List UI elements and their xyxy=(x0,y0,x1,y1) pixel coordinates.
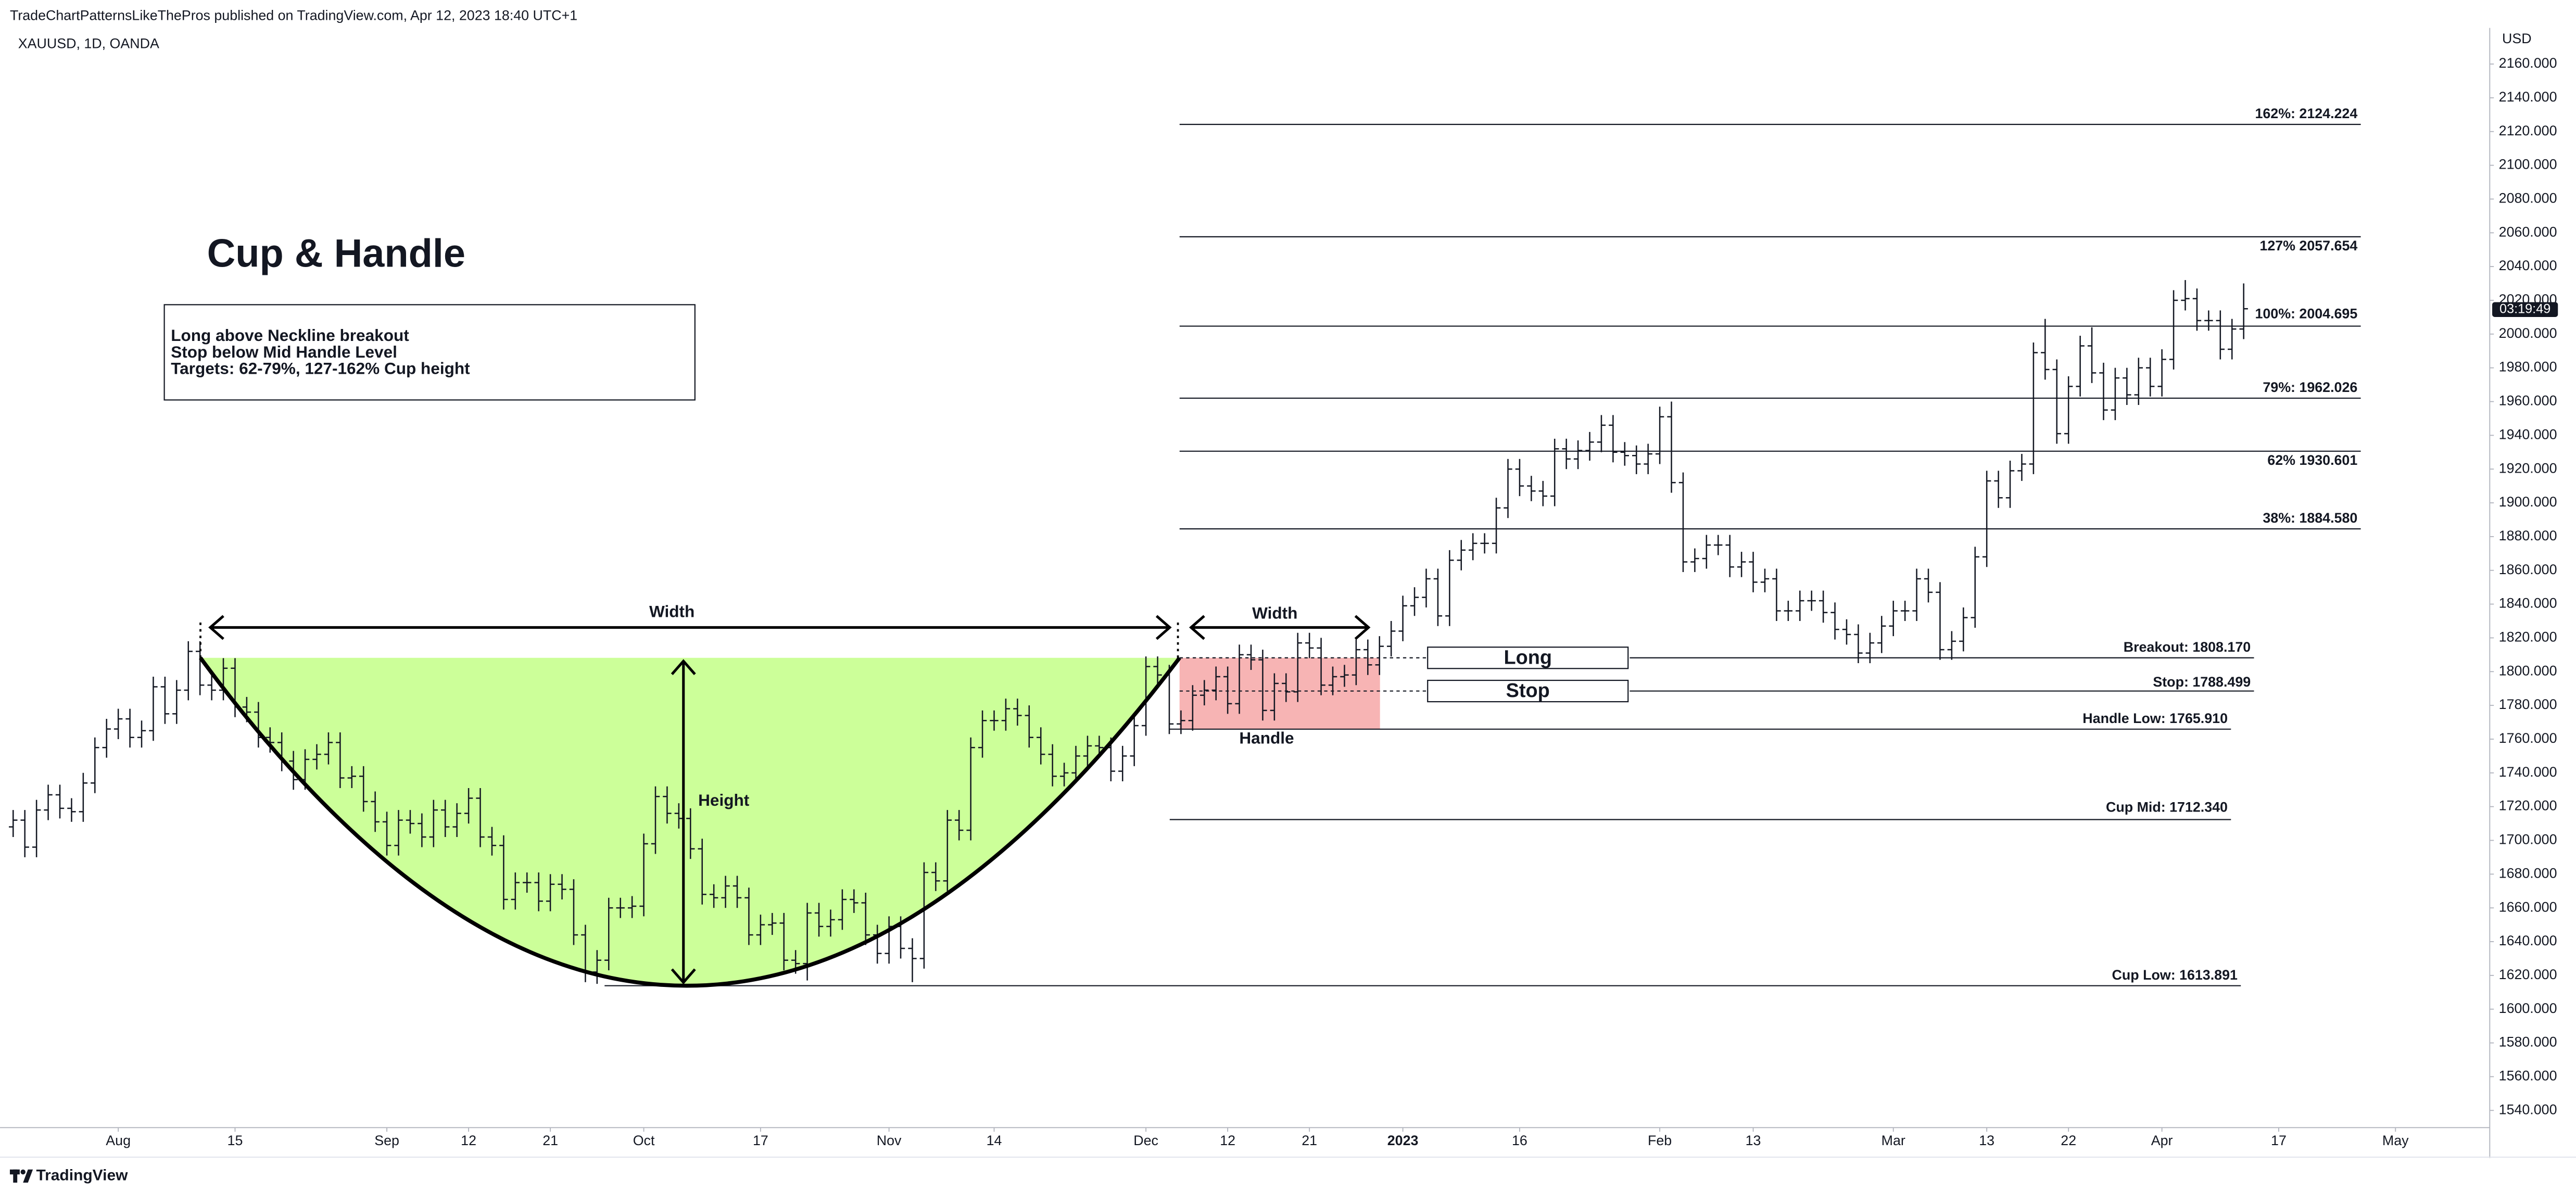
long-label: Long xyxy=(1504,646,1552,668)
handle-label: Handle xyxy=(1239,728,1294,747)
x-tick-label: 13 xyxy=(1746,1133,1761,1148)
y-tick-label: 1900.000 xyxy=(2499,494,2557,510)
y-tick-label: 1780.000 xyxy=(2499,696,2557,712)
cup-width-arrow xyxy=(208,615,1172,640)
pattern-title: Cup & Handle xyxy=(207,231,465,275)
y-tick-label: 1980.000 xyxy=(2499,359,2557,375)
y-tick-label: 1920.000 xyxy=(2499,460,2557,476)
x-tick-label: Aug xyxy=(106,1133,131,1148)
y-tick-label: 2140.000 xyxy=(2499,89,2557,105)
level-label: Stop: 1788.499 xyxy=(2153,674,2251,690)
handle-zone xyxy=(1179,657,1380,729)
y-tick-label: 1740.000 xyxy=(2499,764,2557,780)
y-unit: USD xyxy=(2502,31,2532,46)
y-tick-label: 2000.000 xyxy=(2499,325,2557,341)
y-tick-label: 2080.000 xyxy=(2499,190,2557,206)
y-tick-label: 1700.000 xyxy=(2499,832,2557,847)
level-label: 38%: 1884.580 xyxy=(2263,510,2357,526)
tradingview-logo xyxy=(9,1169,33,1183)
y-tick-label: 2100.000 xyxy=(2499,157,2557,172)
x-tick-label: 2023 xyxy=(1387,1133,1419,1148)
y-tick-label: 2060.000 xyxy=(2499,224,2557,239)
level-label: Handle Low: 1765.910 xyxy=(2082,711,2228,726)
y-tick-label: 1600.000 xyxy=(2499,1000,2557,1016)
level-label: 79%: 1962.026 xyxy=(2263,379,2357,395)
x-tick-label: 21 xyxy=(542,1133,558,1148)
x-tick-label: 13 xyxy=(1979,1133,1994,1148)
y-tick-label: 1840.000 xyxy=(2499,595,2557,611)
handle-width-label: Width xyxy=(1252,604,1297,623)
x-tick-label: 21 xyxy=(1302,1133,1317,1148)
y-tick-label: 1880.000 xyxy=(2499,528,2557,543)
x-tick-label: Apr xyxy=(2151,1133,2173,1148)
level-label: 162%: 2124.224 xyxy=(2255,106,2357,121)
y-tick-label: 1660.000 xyxy=(2499,899,2557,915)
y-tick-label: 1860.000 xyxy=(2499,562,2557,577)
y-tick-label: 2040.000 xyxy=(2499,258,2557,273)
x-tick-label: 14 xyxy=(987,1133,1002,1148)
x-tick-label: Oct xyxy=(633,1133,655,1148)
x-tick-label: 12 xyxy=(461,1133,476,1148)
footer-brand: TradingView xyxy=(36,1166,128,1184)
y-tick-label: 1960.000 xyxy=(2499,393,2557,409)
x-tick-label: 12 xyxy=(1220,1133,1235,1148)
y-tick-label: 1620.000 xyxy=(2499,967,2557,982)
note: Stop below Mid Handle Level xyxy=(171,343,397,361)
x-tick-label: Nov xyxy=(877,1133,902,1148)
x-tick-label: 22 xyxy=(2061,1133,2076,1148)
level-label: Cup Mid: 1712.340 xyxy=(2106,799,2228,815)
y-tick-label: 2120.000 xyxy=(2499,123,2557,138)
cup-curve xyxy=(198,656,1181,988)
y-tick-label: 1680.000 xyxy=(2499,865,2557,881)
y-tick-label: 1580.000 xyxy=(2499,1034,2557,1050)
y-tick-label: 1800.000 xyxy=(2499,663,2557,678)
x-tick-label: 15 xyxy=(228,1133,243,1148)
notes-box xyxy=(163,304,696,401)
note: Long above Neckline breakout xyxy=(171,326,409,345)
stop-label: Stop xyxy=(1506,680,1550,702)
level-label: 127% 2057.654 xyxy=(2259,238,2357,253)
x-tick-label: 16 xyxy=(1512,1133,1527,1148)
note: Targets: 62-79%, 127-162% Cup height xyxy=(171,359,470,377)
y-tick-label: 1760.000 xyxy=(2499,730,2557,746)
x-tick-label: 17 xyxy=(2271,1133,2287,1148)
x-tick-label: Dec xyxy=(1133,1133,1158,1148)
x-tick-label: 17 xyxy=(753,1133,768,1148)
symbol-label: XAUUSD, 1D, OANDA xyxy=(18,35,159,51)
y-tick-label: 1820.000 xyxy=(2499,629,2557,644)
long-box xyxy=(1427,646,1629,669)
x-tick-label: Feb xyxy=(1648,1133,1672,1148)
publisher-line: TradeChartPatternsLikeThePros published … xyxy=(10,8,577,23)
y-tick-label: 1540.000 xyxy=(2499,1101,2557,1117)
stop-box xyxy=(1427,679,1629,703)
y-tick-label: 1720.000 xyxy=(2499,798,2557,814)
level-label: 100%: 2004.695 xyxy=(2255,306,2357,322)
y-tick-label: 1640.000 xyxy=(2499,933,2557,948)
level-label: Breakout: 1808.170 xyxy=(2124,639,2251,655)
y-tick-label: 2160.000 xyxy=(2499,55,2557,71)
countdown-label: 03:19:49 xyxy=(2499,301,2550,316)
height-arrow xyxy=(671,659,696,985)
x-tick-label: May xyxy=(2382,1133,2409,1148)
countdown-tag xyxy=(2492,302,2558,317)
cup-width-label: Width xyxy=(649,602,694,620)
y-tick-label: 1560.000 xyxy=(2499,1068,2557,1084)
x-tick-label: Sep xyxy=(374,1133,399,1148)
height-label: Height xyxy=(698,791,750,809)
handle-width-arrow xyxy=(1189,615,1371,640)
level-label: Cup Low: 1613.891 xyxy=(2112,967,2238,983)
level-label: 62% 1930.601 xyxy=(2267,452,2357,468)
y-tick-label: 1940.000 xyxy=(2499,426,2557,442)
x-tick-label: Mar xyxy=(1882,1133,1905,1148)
